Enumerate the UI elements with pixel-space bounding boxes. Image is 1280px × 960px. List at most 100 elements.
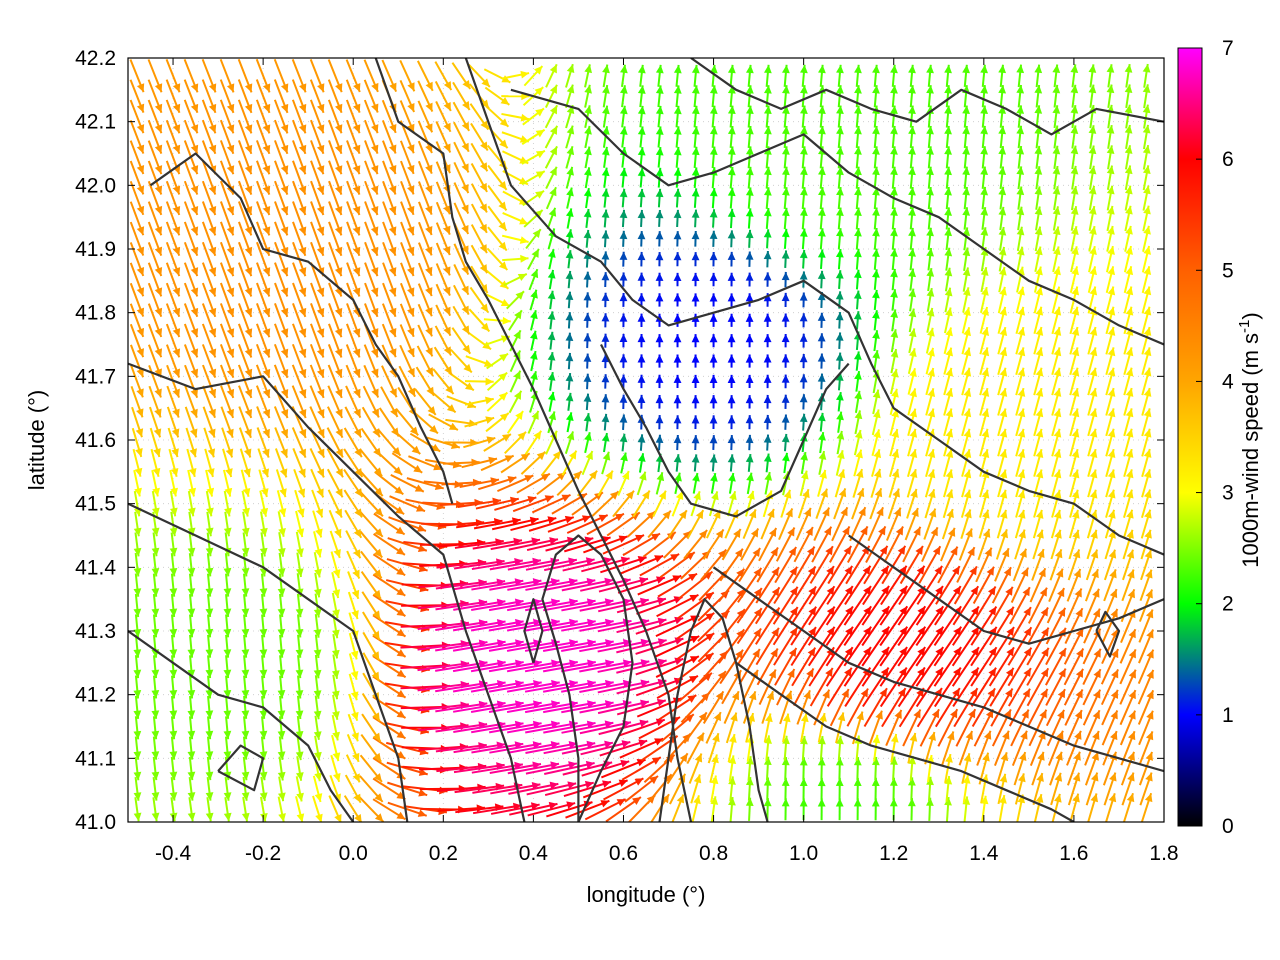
colorbar-title: 1000m-wind speed (m s-1): [1236, 312, 1263, 567]
wind-arrow-head: [1111, 649, 1119, 659]
wind-arrow-head: [981, 428, 990, 438]
wind-arrow-head: [843, 546, 852, 555]
wind-arrow-head: [673, 454, 682, 463]
wind-arrow-head: [1108, 793, 1117, 803]
wind-arrow-head: [1005, 667, 1014, 677]
wind-arrow-head: [620, 556, 630, 565]
wind-arrow-head: [1125, 489, 1134, 499]
wind-arrow-head: [982, 752, 990, 762]
wind-arrow-head: [894, 709, 902, 719]
wind-arrow-shaft: [597, 680, 650, 694]
wind-arrow-head: [907, 777, 916, 786]
wind-arrow-head: [169, 751, 178, 760]
wind-arrow-head: [1000, 752, 1009, 762]
wind-arrow-head: [151, 628, 160, 638]
wind-arrow-head: [394, 486, 404, 495]
wind-arrow-head: [710, 796, 719, 805]
wind-arrow-shaft: [435, 580, 487, 590]
wind-arrow-head: [770, 648, 778, 658]
wind-arrow-head: [630, 512, 640, 521]
wind-arrow-shaft: [417, 682, 470, 692]
wind-arrow-head: [223, 588, 232, 597]
wind-arrow-head: [1035, 469, 1044, 479]
wind-arrow-head: [353, 793, 361, 803]
wind-arrow-head: [787, 669, 795, 679]
wind-arrow-head: [259, 628, 268, 638]
wind-arrow-head: [1109, 569, 1117, 579]
wind-arrow-head: [314, 772, 322, 782]
wind-arrow-head: [768, 527, 777, 537]
wind-arrow-head: [568, 557, 577, 566]
colorbar-tick-label: 5: [1222, 259, 1234, 282]
wind-arrow-head: [205, 689, 214, 699]
wind-arrow-head: [964, 509, 972, 519]
wind-arrow-head: [835, 757, 844, 766]
wind-arrow-head: [1127, 751, 1135, 761]
wind-arrow-head: [785, 508, 793, 518]
wind-arrow-head: [879, 545, 888, 555]
wind-arrow-head: [133, 771, 142, 781]
wind-arrow-head: [280, 448, 288, 458]
wind-arrow-head: [688, 573, 698, 582]
wind-arrow-shaft: [616, 639, 667, 654]
wind-arrow-head: [981, 489, 990, 499]
wind-arrow-head: [1053, 469, 1062, 479]
wind-arrow-head: [278, 528, 286, 537]
wind-arrow-head: [640, 699, 649, 708]
wind-arrow-head: [1089, 449, 1098, 458]
wind-arrow-head: [259, 588, 268, 597]
wind-arrow-head: [675, 491, 684, 501]
wind-arrow-head: [583, 413, 592, 422]
wind-arrow-shaft: [525, 599, 578, 612]
wind-arrow-head: [297, 488, 306, 498]
wind-arrow-head: [1090, 793, 1099, 803]
x-tick-label: 0.8: [699, 842, 728, 865]
wind-arrow-head: [917, 647, 926, 656]
wind-arrow-head: [782, 713, 791, 723]
wind-arrow-head: [372, 428, 380, 438]
wind-arrow-head: [373, 548, 383, 558]
wind-arrow-shaft: [417, 601, 469, 610]
wind-arrow-head: [1036, 773, 1044, 782]
wind-arrow-head: [987, 586, 996, 596]
wind-arrow-shaft: [488, 620, 542, 632]
wind-arrow-head: [745, 434, 754, 444]
wind-arrow-head: [277, 628, 286, 638]
wind-arrow-head: [335, 488, 343, 498]
wind-arrow-head: [396, 608, 406, 617]
wind-arrow-head: [584, 780, 594, 789]
wind-arrow-head: [1053, 408, 1062, 418]
wind-arrow-head: [295, 690, 304, 699]
wind-arrow-shaft: [506, 722, 560, 734]
wind-arrow-head: [879, 688, 887, 698]
wind-arrow-shaft: [508, 782, 559, 795]
colorbar-tick-label: 7: [1222, 37, 1234, 60]
wind-arrow-head: [953, 667, 961, 677]
wind-arrow-head: [781, 798, 790, 807]
wind-arrow-head: [259, 710, 268, 719]
wind-arrow-head: [825, 546, 833, 556]
wind-arrow-head: [205, 547, 214, 557]
wind-arrow-head: [605, 659, 614, 668]
wind-arrow-head: [1020, 730, 1028, 740]
wind-arrow-head: [873, 468, 882, 478]
wind-arrow-head: [836, 430, 845, 440]
wind-arrow-head: [634, 778, 644, 786]
wind-arrow-head: [561, 494, 571, 502]
wind-arrow-head: [315, 528, 323, 538]
wind-arrow-head: [1053, 428, 1062, 438]
wind-arrow-head: [622, 659, 632, 668]
wind-arrow-head: [485, 416, 495, 424]
wind-arrow-head: [352, 752, 360, 762]
wind-arrow-head: [1019, 548, 1027, 558]
wind-arrow-head: [151, 730, 160, 740]
wind-arrow-head: [187, 588, 196, 597]
wind-arrow-head: [601, 413, 610, 423]
wind-arrow-head: [727, 435, 736, 444]
wind-arrow-head: [837, 469, 846, 479]
wind-arrow-head: [763, 798, 772, 807]
wind-arrow-head: [169, 812, 178, 822]
wind-arrow-head: [655, 415, 664, 424]
wind-arrow-head: [1035, 408, 1044, 418]
